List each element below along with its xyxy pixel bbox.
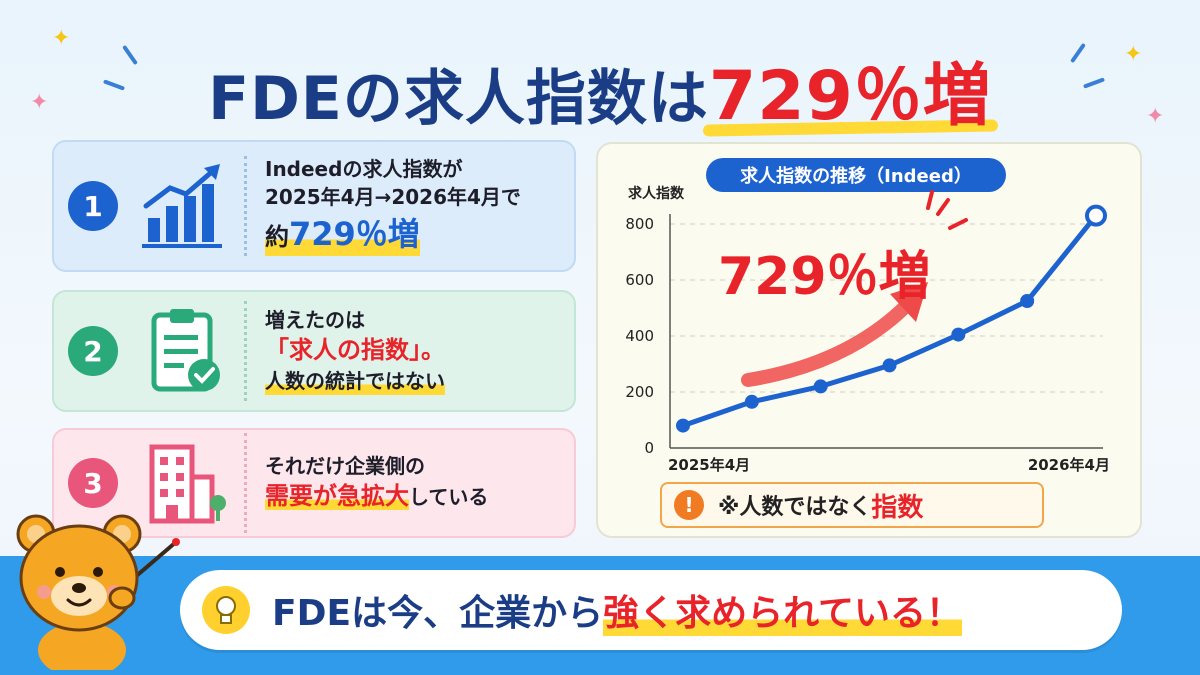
sparkle-icon: ✦	[30, 90, 49, 115]
data-point	[951, 327, 966, 342]
data-point	[744, 394, 759, 409]
title-accent: 729％増	[708, 57, 992, 136]
point-text: それだけ企業側の 需要が急拡大している	[265, 453, 489, 511]
divider	[244, 301, 247, 401]
data-point	[813, 379, 828, 394]
point-number: 2	[68, 326, 118, 376]
divider	[244, 156, 247, 256]
sparkle-icon: ✦	[1146, 104, 1165, 129]
x-tick-label: 2025年4月	[668, 456, 750, 474]
point-text: 増えたのは 「求人の指数」。 人数の統計ではない	[265, 307, 445, 396]
y-axis-label: 求人指数	[628, 185, 685, 202]
data-point-end	[1085, 204, 1107, 227]
line-chart: 求人指数 0 200 400 600 800 2025年4月 2026年4月 729％増	[625, 185, 1110, 474]
growth-arrow-head	[890, 282, 928, 322]
y-tick-label: 200	[625, 383, 654, 401]
y-tick-label: 400	[625, 327, 654, 345]
growth-chart-icon	[134, 156, 234, 256]
divider	[244, 433, 247, 533]
point-card-2: 2 増えたのは 「求人の指数」。 人数の統計ではない	[52, 290, 576, 412]
point-text: Indeedの求人指数が 2025年4月→2026年4月で 約729％増	[265, 156, 521, 256]
point-number: 3	[68, 458, 118, 508]
y-tick-label: 600	[625, 271, 654, 289]
point-number: 1	[68, 181, 118, 231]
x-tick-label: 2026年4月	[1028, 456, 1110, 474]
lightbulb-icon	[202, 586, 250, 634]
chart-title: 求人指数の推移（Indeed）	[706, 158, 1006, 192]
sparkle-icon: ✦	[52, 26, 71, 51]
burst-dash	[936, 198, 950, 216]
data-point	[676, 418, 690, 433]
burst-dash	[948, 218, 968, 230]
conclusion-banner: FDEは今、企業から 強く求められている！	[180, 570, 1122, 650]
point-card-3: 3 それだけ企業側の 需要が急拡大している	[52, 428, 576, 538]
y-tick-label: 0	[644, 439, 654, 457]
sparkle-icon: ✦	[1124, 42, 1143, 67]
building-icon	[134, 433, 234, 533]
page-title: FDEの求人指数は729％増	[208, 57, 992, 136]
bear-mascot	[16, 514, 180, 670]
exclamation-icon: !	[674, 490, 704, 520]
data-point	[882, 358, 897, 373]
growth-arrow	[741, 297, 915, 387]
note-box: ! ※人数ではなく 指数	[660, 482, 1044, 528]
point-card-1: 1 Indeedの求人指数が 2025年4月→2026年4月で 約729％増	[52, 140, 576, 272]
clipboard-check-icon	[134, 301, 234, 401]
y-tick-label: 800	[625, 215, 654, 233]
chart-annotation: 729％増	[718, 247, 931, 307]
data-point	[1020, 294, 1035, 308]
chart-panel: 求人指数の推移（Indeed） 求人指数 0 200 400 600 800 2025年4月…	[596, 142, 1142, 538]
burst-dash	[926, 190, 934, 210]
